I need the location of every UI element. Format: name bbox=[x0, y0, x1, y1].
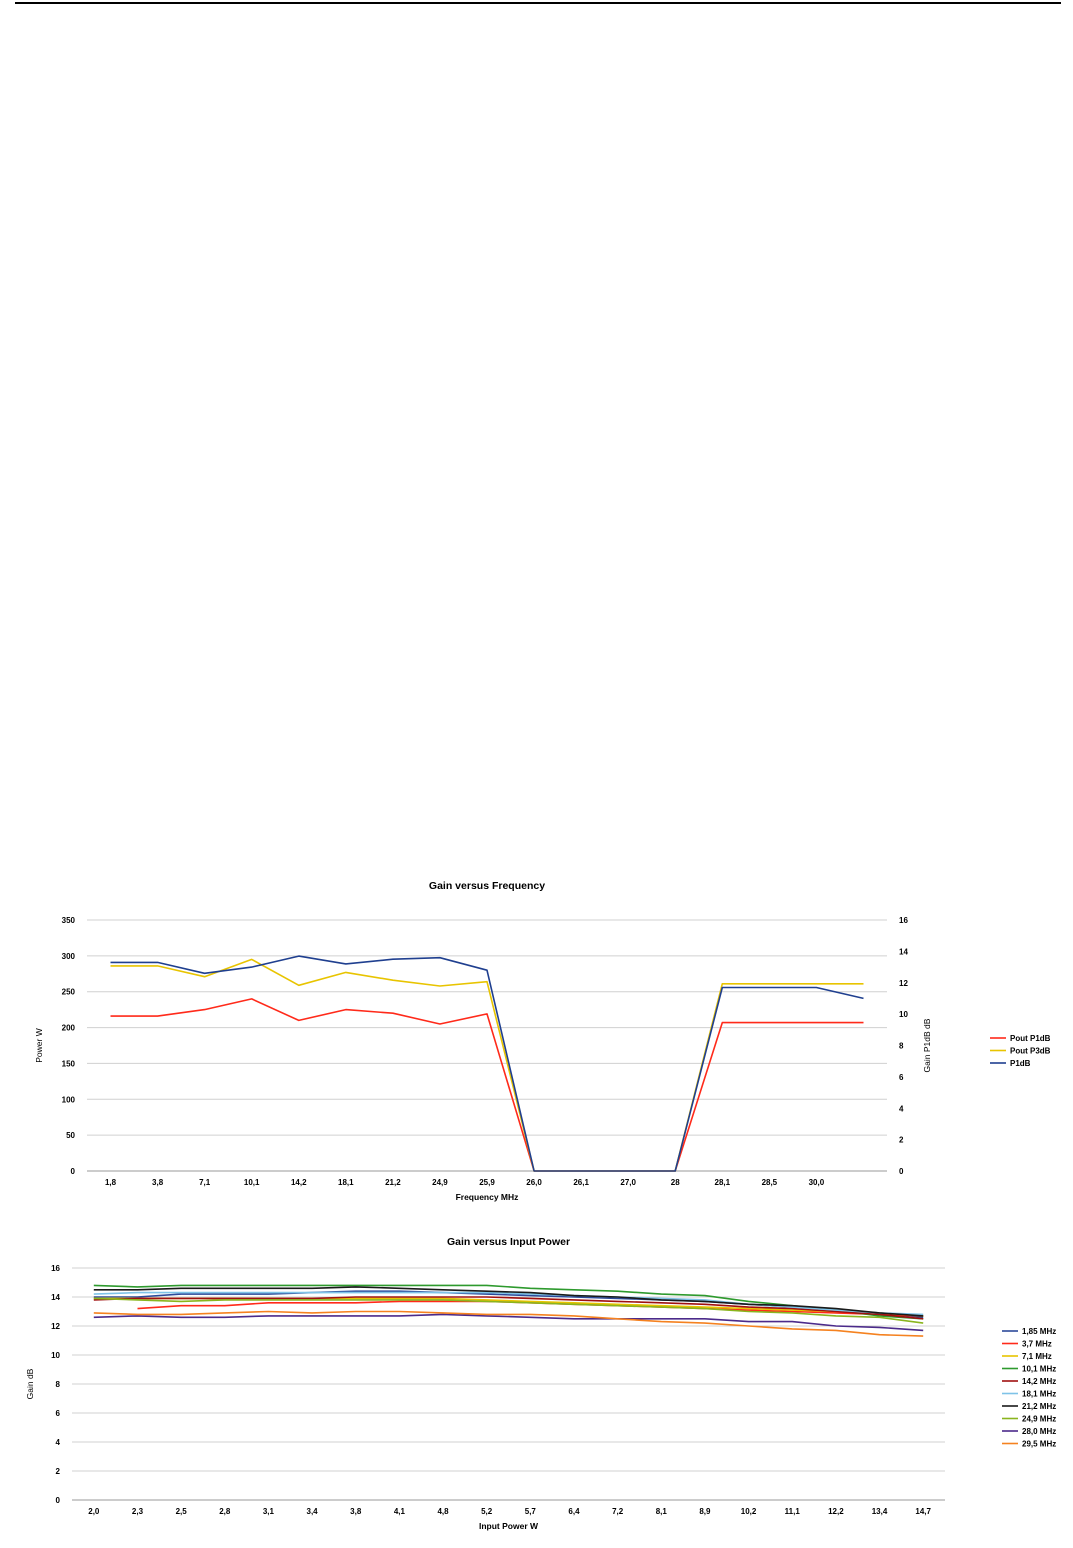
legend-label: Pout P3dB bbox=[1010, 1047, 1051, 1056]
x-tick-label: 28,5 bbox=[762, 1178, 778, 1187]
legend-label: Pout P1dB bbox=[1010, 1034, 1051, 1043]
y2-tick-label: 8 bbox=[899, 1042, 904, 1051]
legend-label: 3,7 MHz bbox=[1022, 1340, 1052, 1349]
legend-label: 28,0 MHz bbox=[1022, 1427, 1056, 1436]
legend-label: 14,2 MHz bbox=[1022, 1377, 1056, 1386]
y-tick-label: 300 bbox=[62, 952, 76, 961]
series-line bbox=[93, 1310, 924, 1337]
y-tick-label: 4 bbox=[56, 1438, 61, 1447]
y-tick-label: 200 bbox=[62, 1024, 76, 1033]
legend-label: 21,2 MHz bbox=[1022, 1402, 1056, 1411]
series-line bbox=[93, 1297, 924, 1324]
x-tick-label: 6,4 bbox=[568, 1507, 580, 1516]
y-tick-label: 12 bbox=[51, 1322, 60, 1331]
x-tick-label: 18,1 bbox=[338, 1178, 354, 1187]
y-tick-label: 250 bbox=[62, 988, 76, 997]
x-tick-label: 28 bbox=[671, 1178, 680, 1187]
y2-tick-label: 10 bbox=[899, 1010, 908, 1019]
x-tick-label: 4,1 bbox=[394, 1507, 406, 1516]
gain-vs-input-power-svg: Gain versus Input Power 0 2 4 6 8 10 12 14 16 2,0 2… bbox=[25, 1236, 1056, 1531]
chart-title: Gain versus Input Power bbox=[447, 1236, 570, 1248]
gain-vs-input-power-chart: Gain versus Input Power 0 2 4 6 8 10 12 14 16 2,0 2… bbox=[0, 1228, 1073, 1543]
y-tick-label: 50 bbox=[66, 1131, 75, 1140]
y2-tick-label: 4 bbox=[899, 1104, 904, 1113]
y-tick-label: 14 bbox=[51, 1293, 60, 1302]
legend-label: 18,1 MHz bbox=[1022, 1390, 1056, 1399]
x-tick-label: 2,3 bbox=[132, 1507, 144, 1516]
legend-label: 7,1 MHz bbox=[1022, 1352, 1052, 1361]
x-tick-label: 1,8 bbox=[105, 1178, 117, 1187]
y2-tick-label: 2 bbox=[899, 1136, 904, 1145]
x-tick-label: 4,8 bbox=[437, 1507, 449, 1516]
y-tick-label: 10 bbox=[51, 1351, 60, 1360]
x-tick-label: 13,4 bbox=[872, 1507, 888, 1516]
y2-axis-label: Gain P1dB dB bbox=[922, 1018, 932, 1072]
y-tick-label: 0 bbox=[71, 1167, 76, 1176]
x-tick-label: 14,7 bbox=[915, 1507, 931, 1516]
series-line bbox=[110, 958, 864, 1172]
y-axis-label: Gain dB bbox=[25, 1368, 35, 1399]
legend-label: 10,1 MHz bbox=[1022, 1365, 1056, 1374]
y-tick-label: 100 bbox=[62, 1095, 76, 1104]
x-tick-label: 2,5 bbox=[176, 1507, 188, 1516]
x-tick-label: 28,1 bbox=[715, 1178, 731, 1187]
x-tick-label: 21,2 bbox=[385, 1178, 401, 1187]
legend-label: 24,9 MHz bbox=[1022, 1415, 1056, 1424]
gain-vs-frequency-svg: Gain versus Frequency0501001502002503003… bbox=[34, 880, 1051, 1202]
y-tick-label: 150 bbox=[62, 1059, 76, 1068]
series-line bbox=[93, 1286, 924, 1317]
x-tick-label: 14,2 bbox=[291, 1178, 307, 1187]
y-tick-label: 16 bbox=[51, 1264, 60, 1273]
x-tick-label: 3,8 bbox=[152, 1178, 164, 1187]
x-tick-label: 25,9 bbox=[479, 1178, 495, 1187]
x-tick-label: 3,4 bbox=[307, 1507, 319, 1516]
x-tick-label: 5,7 bbox=[525, 1507, 537, 1516]
legend-label: 29,5 MHz bbox=[1022, 1440, 1056, 1449]
page-top-rule bbox=[15, 2, 1061, 4]
x-tick-label: 3,8 bbox=[350, 1507, 362, 1516]
y-tick-label: 8 bbox=[56, 1380, 61, 1389]
y2-tick-label: 16 bbox=[899, 916, 908, 925]
x-tick-label: 10,1 bbox=[244, 1178, 260, 1187]
x-tick-label: 3,1 bbox=[263, 1507, 275, 1516]
x-tick-label: 27,0 bbox=[620, 1178, 636, 1187]
legend-label: P1dB bbox=[1010, 1059, 1031, 1068]
x-tick-label: 26,0 bbox=[526, 1178, 542, 1187]
x-tick-label: 8,9 bbox=[699, 1507, 711, 1516]
legend-label: 1,85 MHz bbox=[1022, 1327, 1056, 1336]
x-tick-label: 26,1 bbox=[573, 1178, 589, 1187]
x-tick-label: 7,2 bbox=[612, 1507, 624, 1516]
y2-tick-label: 0 bbox=[899, 1167, 904, 1176]
x-tick-label: 12,2 bbox=[828, 1507, 844, 1516]
x-tick-label: 30,0 bbox=[809, 1178, 825, 1187]
y2-tick-label: 12 bbox=[899, 979, 908, 988]
chart-title: Gain versus Frequency bbox=[429, 880, 545, 892]
x-tick-label: 10,2 bbox=[741, 1507, 757, 1516]
y-tick-label: 2 bbox=[56, 1467, 61, 1476]
y-tick-label: 350 bbox=[62, 916, 76, 925]
x-tick-label: 5,2 bbox=[481, 1507, 493, 1516]
x-tick-label: 8,1 bbox=[656, 1507, 668, 1516]
y2-tick-label: 14 bbox=[899, 947, 908, 956]
series-line bbox=[93, 1313, 924, 1332]
series-line bbox=[93, 1291, 924, 1316]
y-tick-label: 0 bbox=[56, 1496, 61, 1505]
series-line bbox=[93, 1296, 924, 1320]
y-axis-label: Power W bbox=[34, 1028, 44, 1062]
x-axis-label: Frequency MHz bbox=[456, 1192, 519, 1202]
y2-tick-label: 6 bbox=[899, 1073, 904, 1082]
series-line bbox=[110, 955, 864, 1172]
gain-vs-frequency-chart: Gain versus Frequency 0 50 100 150 200 250 300 3… bbox=[0, 872, 1073, 1212]
x-tick-label: 7,1 bbox=[199, 1178, 211, 1187]
series-line bbox=[110, 998, 864, 1172]
x-tick-label: 24,9 bbox=[432, 1178, 448, 1187]
x-tick-label: 11,1 bbox=[785, 1507, 801, 1516]
x-axis-label: Input Power W bbox=[479, 1521, 539, 1531]
y-tick-label: 6 bbox=[56, 1409, 61, 1418]
x-tick-label: 2,0 bbox=[88, 1507, 100, 1516]
x-tick-label: 2,8 bbox=[219, 1507, 231, 1516]
